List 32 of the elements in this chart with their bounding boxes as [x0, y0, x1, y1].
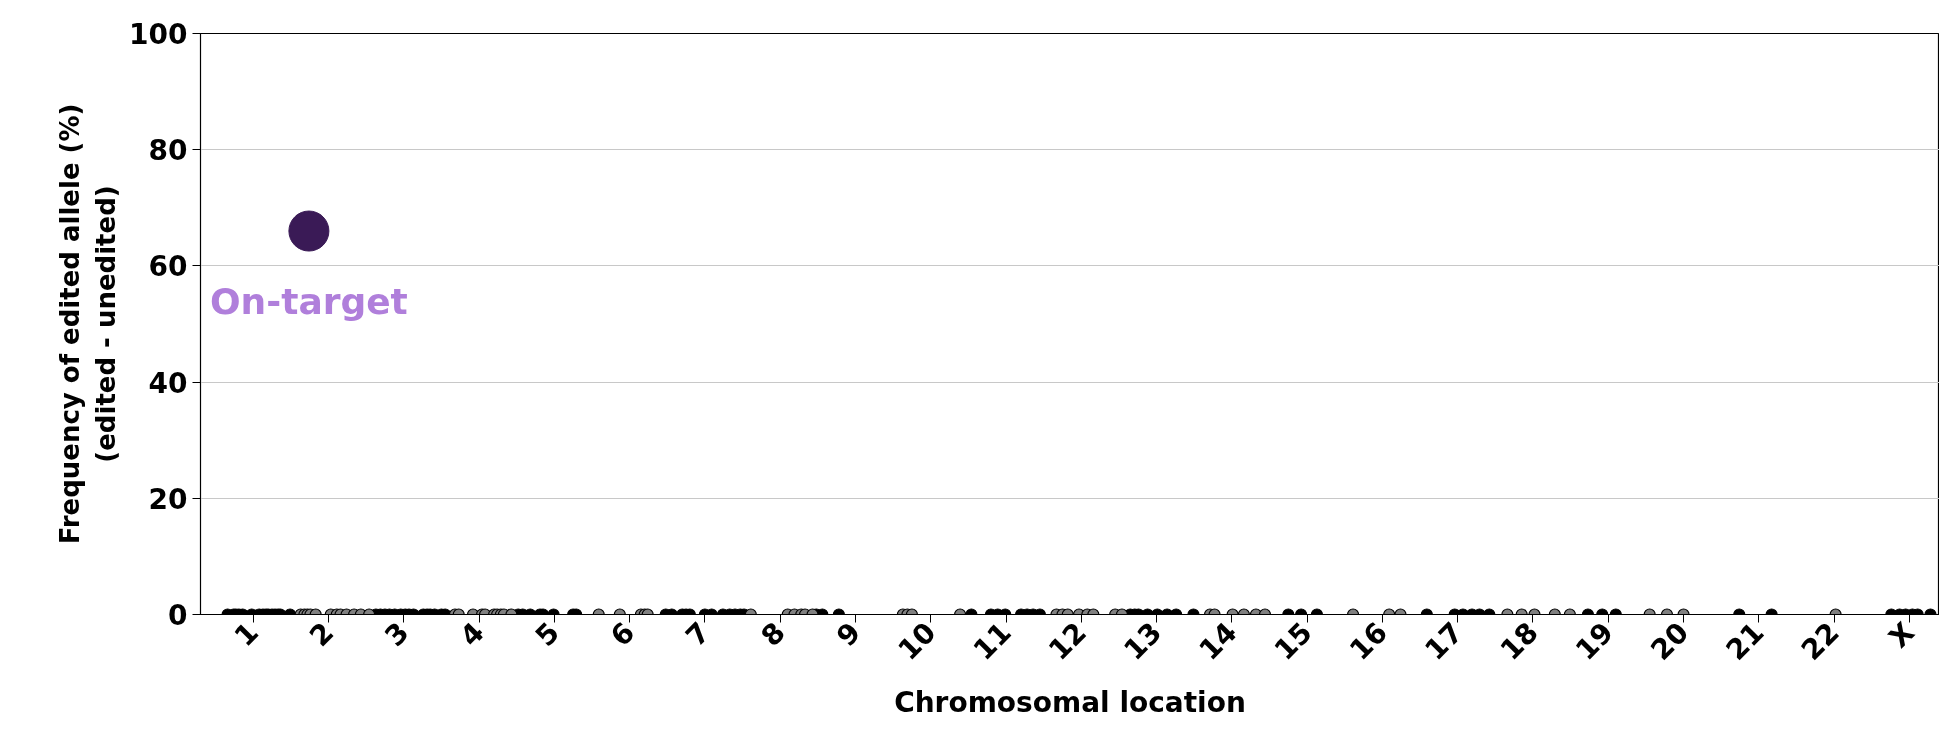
- y-tick-label: 0: [168, 599, 188, 632]
- x-tick-label: 7: [679, 615, 717, 653]
- y-tick-label: 20: [148, 482, 188, 516]
- x-tick-label: 14: [1192, 615, 1244, 667]
- y-tick-label: 40: [148, 366, 188, 400]
- y-axis-title: Frequency of edited allele (%) (edited - unedited): [55, 103, 122, 545]
- x-tick-label: 20: [1644, 615, 1696, 667]
- x-tick-label: 13: [1117, 615, 1169, 667]
- x-tick-label: 4: [453, 615, 491, 653]
- x-tick-label: 12: [1042, 615, 1093, 667]
- x-tick-label: 18: [1493, 615, 1545, 667]
- x-tick-label: 17: [1418, 615, 1470, 667]
- x-tick-label: 5: [528, 615, 566, 653]
- x-tick-label: 8: [754, 615, 792, 653]
- y-tick-label: 80: [148, 134, 188, 168]
- x-tick-label: 11: [966, 615, 1018, 667]
- x-tick-label: 6: [604, 615, 642, 653]
- x-tick-label: 10: [891, 615, 943, 667]
- y-tick-label: 60: [148, 250, 188, 284]
- x-tick-label: 16: [1343, 615, 1395, 667]
- x-tick-label: 2: [303, 615, 341, 653]
- y-tick-label: 100: [129, 18, 188, 51]
- x-tick-label: 3: [378, 615, 416, 653]
- x-axis-title: Chromosomal location: [894, 686, 1246, 720]
- x-tick-label: 22: [1794, 615, 1846, 667]
- x-tick-label: X: [1882, 615, 1922, 655]
- x-tick-label: 19: [1569, 615, 1620, 667]
- annotation: On-target: [209, 280, 408, 322]
- x-tick-label: 1: [227, 615, 265, 653]
- x-tick-label: 15: [1267, 615, 1319, 667]
- x-tick-label: 21: [1719, 615, 1771, 667]
- x-tick-label: 9: [830, 615, 868, 653]
